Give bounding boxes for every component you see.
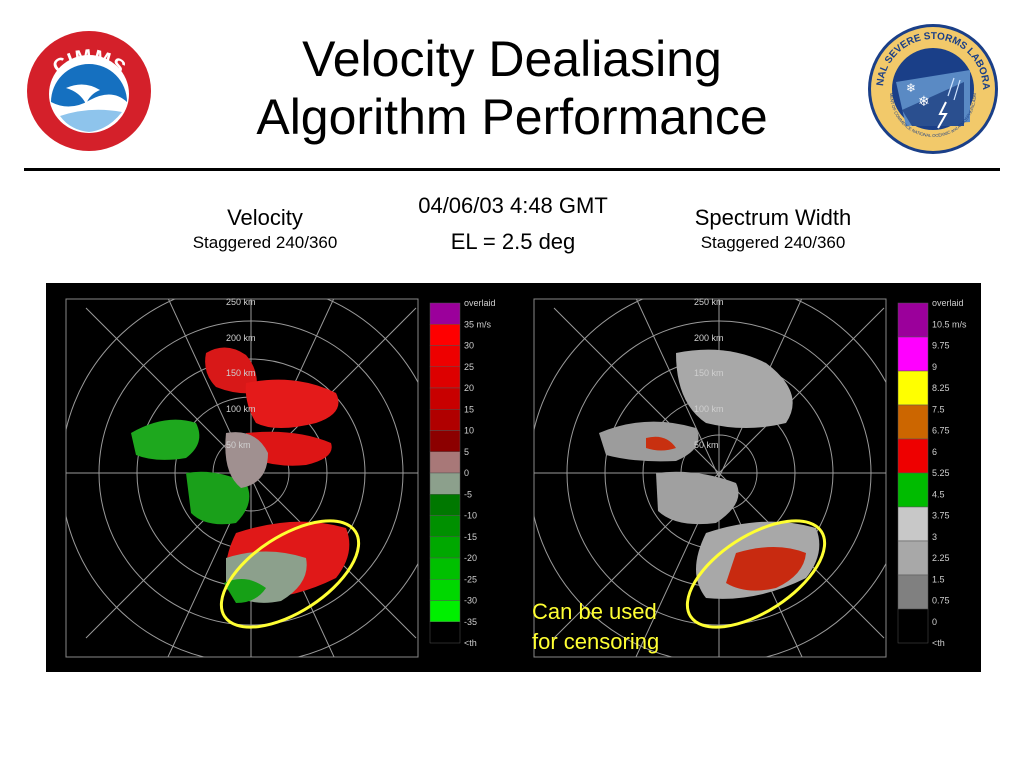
spectrum-width-sublabel: Staggered 240/360: [700, 233, 846, 252]
spectrum-width-ppi: 250 km 200 km 150 km 100 km 50 km overla…: [533, 297, 967, 658]
spectrum-width-color-scale: [897, 302, 929, 644]
velocity-scale-swatch: [429, 366, 461, 389]
width-scale-label: 2.25: [932, 553, 950, 563]
width-range-label-250: 250 km: [694, 297, 724, 307]
velocity-label: Velocity: [227, 205, 303, 230]
velocity-scale-label: 15: [464, 404, 474, 414]
slide-title-line2: Algorithm Performance: [256, 89, 768, 145]
scan-elevation: EL = 2.5 deg: [450, 229, 576, 254]
velocity-scale-label: overlaid: [464, 298, 496, 308]
width-range-label-50: 50 km: [694, 440, 719, 450]
width-scale-swatch: [897, 370, 929, 406]
nssl-logo: ❄ ❄ NATIONAL SEVERE STORMS LABORATORY U.…: [862, 14, 1000, 156]
width-scale-swatch: [897, 574, 929, 610]
velocity-sublabel: Staggered 240/360: [192, 233, 338, 252]
velocity-ppi: 250 km 200 km 150 km 100 km 50 km overla…: [65, 297, 496, 658]
width-scale-label: 6.75: [932, 426, 950, 436]
velocity-scale-label: -35: [464, 617, 477, 627]
velocity-scale-swatch: [429, 324, 461, 346]
velocity-scale-label: 30: [464, 341, 474, 351]
width-scale-swatch: [897, 336, 929, 372]
width-scale-label: 9: [932, 362, 937, 372]
velocity-scale-swatch: [429, 557, 461, 580]
velocity-scale-label: 35 m/s: [464, 319, 492, 329]
velocity-scale-label: <th: [464, 638, 477, 648]
slide-title-line1: Velocity Dealiasing: [302, 31, 722, 87]
velocity-scale-swatch: [429, 451, 461, 474]
width-scale-swatch: [897, 506, 929, 542]
radar-image: 250 km 200 km 150 km 100 km 50 km overla…: [65, 297, 967, 658]
velocity-scale-swatch: [429, 387, 461, 410]
velocity-scale-swatch: [429, 409, 461, 431]
width-scale-label: 8.25: [932, 383, 950, 393]
radar-image-frame: 250 km 200 km 150 km 100 km 50 km overla…: [46, 283, 981, 672]
censoring-annotation: Can be used for censoring: [532, 597, 659, 657]
scan-info: 04/06/03 4:48 GMT EL = 2.5 deg: [390, 192, 636, 256]
velocity-scale-swatch: [429, 621, 461, 644]
width-scale-label: 7.5: [932, 404, 945, 414]
velocity-scale-label: -30: [464, 596, 477, 606]
velocity-scale-swatch: [429, 430, 461, 452]
width-scale-label: 4.5: [932, 489, 945, 499]
width-scale-swatch: [897, 302, 929, 338]
velocity-range-label-50: 50 km: [226, 440, 251, 450]
velocity-scale-swatch: [429, 600, 461, 622]
cimms-logo: CIMMS: [24, 28, 154, 154]
velocity-scale-swatch: [429, 302, 461, 325]
velocity-scale-label: 20: [464, 383, 474, 393]
velocity-scale-label: -5: [464, 489, 472, 499]
width-range-label-100: 100 km: [694, 404, 724, 414]
velocity-range-label-100: 100 km: [226, 404, 256, 414]
velocity-scale-label: 0: [464, 468, 469, 478]
velocity-scale-swatch: [429, 536, 461, 559]
width-scale-label: 0: [932, 617, 937, 627]
title-divider: [24, 168, 1000, 171]
velocity-scale-swatch: [429, 515, 461, 537]
scan-datetime: 04/06/03 4:48 GMT: [418, 193, 608, 218]
velocity-scale-label: -20: [464, 553, 477, 563]
velocity-range-label-200: 200 km: [226, 333, 256, 343]
width-scale-label: <th: [932, 638, 945, 648]
width-highlight-ellipse: [685, 519, 827, 629]
width-scale-label: 10.5 m/s: [932, 319, 967, 329]
width-scale-swatch: [897, 404, 929, 440]
width-scale-label: 0.75: [932, 596, 950, 606]
velocity-range-label-150: 150 km: [226, 368, 256, 378]
svg-text:❄: ❄: [906, 81, 916, 95]
velocity-scale-label: -10: [464, 511, 477, 521]
svg-text:❄: ❄: [918, 94, 930, 110]
width-scale-label: 5.25: [932, 468, 950, 478]
annotation-line2: for censoring: [532, 629, 660, 654]
velocity-scale-swatch: [429, 579, 461, 601]
width-scale-label: 9.75: [932, 341, 950, 351]
velocity-scale-swatch: [429, 494, 461, 516]
velocity-scale-swatch: [429, 345, 461, 367]
width-scale-swatch: [897, 472, 929, 508]
velocity-scale-label: 5: [464, 447, 469, 457]
velocity-highlight-ellipse: [219, 519, 361, 629]
width-scale-label: 1.5: [932, 574, 945, 584]
spectrum-width-label: Spectrum Width: [694, 205, 852, 230]
velocity-panel-label: Velocity Staggered 240/360: [160, 204, 370, 254]
width-range-label-150: 150 km: [694, 368, 724, 378]
velocity-scale-label: -25: [464, 574, 477, 584]
velocity-scale-label: 10: [464, 426, 474, 436]
width-scale-label: 3.75: [932, 511, 950, 521]
velocity-scale-swatch: [429, 472, 461, 495]
width-scale-swatch: [897, 438, 929, 474]
annotation-line1: Can be used: [532, 599, 657, 624]
velocity-scale-label: 25: [464, 362, 474, 372]
width-range-label-200: 200 km: [694, 333, 724, 343]
width-scale-label: 3: [932, 532, 937, 542]
spectrum-width-panel-label: Spectrum Width Staggered 240/360: [660, 204, 886, 254]
width-scale-swatch: [897, 608, 929, 644]
velocity-scale-label: -15: [464, 532, 477, 542]
width-scale-label: 6: [932, 447, 937, 457]
velocity-color-scale: [429, 302, 461, 644]
slide-title: Velocity Dealiasing Algorithm Performanc…: [180, 30, 844, 146]
width-scale-swatch: [897, 540, 929, 576]
width-scale-label: overlaid: [932, 298, 964, 308]
velocity-range-label-250: 250 km: [226, 297, 256, 307]
